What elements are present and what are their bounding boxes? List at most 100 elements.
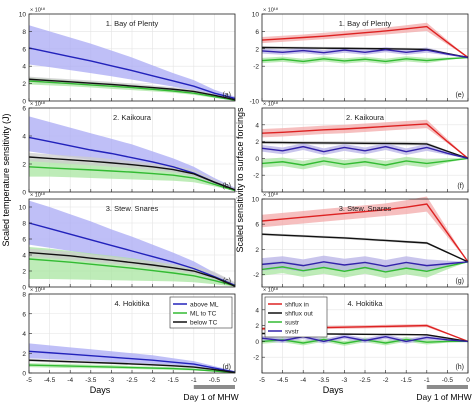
y-tick-label: 0	[22, 99, 26, 106]
y-tick-label: 6	[22, 311, 26, 318]
panel-tag: (b)	[222, 183, 231, 190]
y-tick-label: 10	[19, 205, 27, 212]
y-tick-label: 4	[22, 134, 26, 141]
y-tick-label: 10	[252, 197, 260, 204]
panel-right-2: -2 0 2 4 × 10¹⁸ 2. Kaikoura (f)	[253, 101, 469, 193]
y-tick-label: 6	[255, 29, 259, 36]
legend: above ML ML to TC below TC	[169, 296, 233, 329]
series-line-below-tc	[28, 156, 236, 191]
panel-right-3: -2 2 6 10× 10¹⁸ 3. Stew. Snares (g)	[252, 192, 469, 288]
x-tick-label: -4	[300, 377, 306, 384]
y-tick-label: 2	[255, 247, 259, 254]
series-line-above-ml	[28, 47, 236, 100]
band-above-ml	[29, 25, 235, 101]
mhw-bar	[426, 385, 468, 389]
y-tick-label: 6	[22, 46, 26, 53]
x-tick-label: -3.5	[318, 377, 330, 384]
y-tick-label: 6	[22, 237, 26, 244]
series-line-ml-to-tc	[28, 166, 236, 192]
panel-title: 4. Hokitika	[114, 299, 150, 308]
exponent-label: × 10¹⁸	[263, 192, 278, 199]
x-tick-label: -3	[342, 377, 348, 384]
band-svstr	[262, 255, 468, 273]
y-tick-label: 0	[255, 339, 259, 346]
x-tick-label: -1.5	[401, 377, 413, 384]
y-tick-label: 0	[22, 285, 26, 292]
y-tick-label: -2	[253, 64, 259, 71]
series-line-ml-to-tc	[28, 258, 236, 287]
exponent-label: × 10¹⁸	[30, 101, 45, 108]
series-line-sustr	[261, 56, 469, 63]
panel-left-3: 0 2 4 6 8 10× 10¹⁸ 3. Stew. Snares (c)	[19, 192, 236, 292]
panel-tag: (d)	[222, 364, 231, 371]
y-tick-label: 2	[255, 323, 259, 330]
series-line-below-tc	[28, 359, 236, 374]
series-line-ml-to-tc	[28, 80, 236, 101]
y-tick-label: 6	[255, 222, 259, 229]
band-shflux-in	[262, 22, 468, 58]
y-tick-label: 2	[22, 269, 26, 276]
y-tick-label: 0	[255, 156, 259, 163]
y-tick-label: 0	[22, 190, 26, 197]
band-below-tc	[29, 152, 235, 191]
left-ylabel: Scaled temperature sensitivity (J)	[1, 113, 11, 246]
panel-tag: (c)	[223, 278, 231, 285]
series-line-shflux-in	[261, 25, 469, 59]
x-tick-label: -1	[424, 377, 430, 384]
y-tick-label: 4	[22, 253, 26, 260]
y-tick-label: 2	[22, 81, 26, 88]
x-tick-label: -2.5	[359, 377, 371, 384]
mhw-bar	[193, 385, 235, 389]
x-tick-label: -4.5	[44, 377, 56, 384]
panel-tag: (f)	[457, 183, 464, 190]
panel-right-4: -2 0 2 4 -5 -4.5 -4 -3.5 -3 -2.5 -2 -1.5 -1 -0.5 0 × 10…	[253, 287, 470, 389]
x-tick-label: -1	[191, 377, 197, 384]
series-line-svstr	[261, 335, 469, 343]
exponent-label: × 10¹⁸	[263, 287, 278, 294]
right-mhw-label: Day 1 of MHW	[416, 392, 471, 402]
panel-title: 3. Stew. Snares	[106, 204, 159, 213]
series-line-shflux-out	[261, 233, 469, 263]
series-line-svstr	[261, 48, 469, 59]
series-line-svstr	[261, 145, 469, 160]
x-tick-label: -0.5	[442, 377, 454, 384]
y-tick-label: 2	[255, 46, 259, 53]
panel-left-4: 0 2 4 6 8 -5 -4.5 -4 -3.5 -3 -2.5 -2 -1.5 -1 -0.5 0 × 10…	[22, 287, 237, 389]
x-tick-label: -5	[259, 377, 265, 384]
exponent-label: × 10¹⁸	[263, 101, 278, 108]
y-tick-label: -2	[253, 173, 259, 180]
panel-title: 2. Kaikoura	[346, 113, 385, 122]
panel-title: 1. Bay of Plenty	[339, 19, 392, 28]
series-line-sustr	[261, 338, 468, 345]
exponent-label: × 10¹⁸	[30, 192, 45, 199]
panel-tag: (e)	[455, 92, 464, 99]
legend-label: svstr	[285, 328, 300, 335]
band-below-tc	[29, 248, 235, 287]
y-tick-label: 4	[255, 122, 259, 129]
y-tick-label: 2	[22, 162, 26, 169]
series-line-above-ml	[28, 222, 236, 287]
x-tick-label: -3	[109, 377, 115, 384]
x-tick-label: -2	[150, 377, 156, 384]
panel-title: 1. Bay of Plenty	[106, 19, 159, 28]
series-line-below-tc	[28, 251, 236, 287]
left-mhw-label: Day 1 of MHW	[183, 392, 238, 402]
legend-label: above ML	[190, 301, 219, 308]
y-tick-label: 2	[255, 139, 259, 146]
x-tick-label: -0.5	[209, 377, 221, 384]
series-line-shflux-out	[261, 141, 469, 160]
y-tick-label: 4	[255, 307, 259, 314]
left-xlabel: Days	[90, 385, 111, 395]
y-tick-label: 8	[22, 221, 26, 228]
series-line-ml-to-tc	[28, 364, 236, 374]
x-tick-label: 0	[233, 377, 237, 384]
right-ylabel: Scaled sensitivity to surface forcings	[235, 107, 245, 253]
x-tick-label: -4	[67, 377, 73, 384]
x-tick-label: -2	[383, 377, 389, 384]
panel-left-2: 0 2 4 6 × 10¹⁸ 2. Kaikoura (b)	[22, 101, 236, 197]
band-shflux-in	[262, 196, 468, 262]
legend-label: sustr	[285, 319, 300, 326]
exponent-label: × 10¹⁸	[263, 7, 278, 14]
